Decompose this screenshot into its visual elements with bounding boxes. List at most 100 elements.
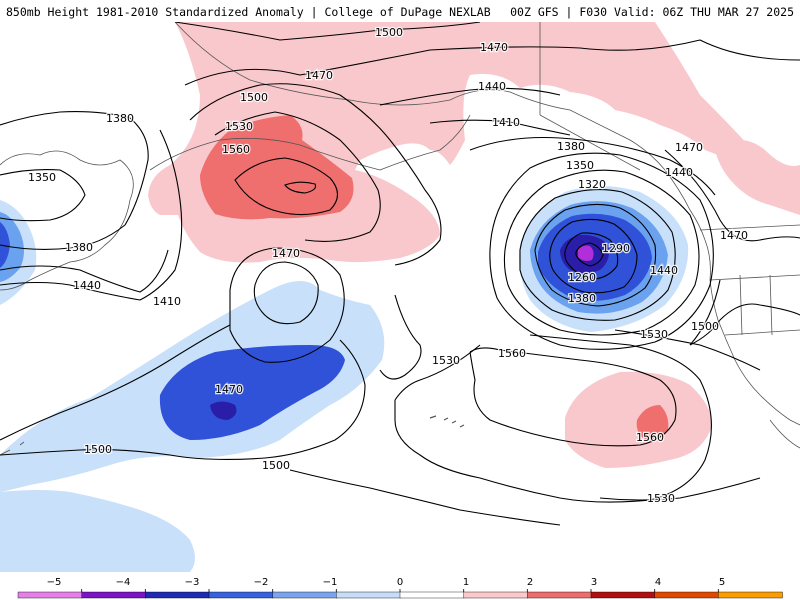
negative-anomaly-west-edge-core: [0, 222, 10, 268]
contour-1530-pacific: [379, 294, 422, 380]
coastline-bc-west: [689, 209, 800, 426]
contour-label: 1380: [106, 112, 134, 125]
contour-label: 1380: [568, 292, 596, 305]
colorbar-segment: [399, 591, 465, 599]
contour-label: 1380: [557, 140, 585, 153]
contour-1530-east-coast: [614, 329, 761, 371]
colorbar-segment: [145, 591, 210, 599]
contour-label: 1470: [720, 229, 748, 242]
colorbar-segment: [527, 591, 592, 599]
border-states-3: [739, 274, 743, 336]
contour-1230-low: [575, 242, 604, 267]
contour-1350-low: [519, 189, 676, 321]
colorbar-ticks: [81, 589, 719, 592]
coastline-mexico: [769, 419, 800, 449]
contour-1350-west: [0, 169, 86, 222]
colorbar-label: 3: [591, 577, 597, 588]
negative-anomaly-central-mid: [159, 345, 345, 440]
contour-label: 1560: [222, 143, 250, 156]
colorbar-label: −5: [47, 577, 62, 588]
contour-1410-north: [429, 119, 571, 136]
border-states-4: [769, 274, 773, 336]
contour-1380-west: [0, 111, 149, 250]
contour-1560-east: [469, 347, 677, 447]
border-states-2: [724, 329, 800, 336]
contour-1500-alaska: [189, 83, 442, 266]
colorbar-label: −2: [254, 577, 269, 588]
model-run-info: 00Z GFS | F030 Valid: 06Z THU MAR 27 202…: [510, 5, 794, 19]
contour-1530-south: [599, 477, 761, 501]
contour-1500-pacific: [0, 324, 366, 460]
colorbar-segment: [17, 591, 83, 599]
contour-label: 1470: [675, 141, 703, 154]
contour-label: 1440: [73, 279, 101, 292]
contour-1440-west: [0, 129, 183, 301]
height-contours: [0, 21, 800, 526]
contour-1470-pacific-outer: [229, 247, 345, 363]
map-header: 850mb Height 1981-2010 Standardized Anom…: [0, 0, 800, 22]
border-us-canada: [699, 224, 800, 231]
negative-anomaly-southwest: [0, 490, 195, 572]
contour-1260-low: [564, 232, 619, 280]
contour-1440-low-outer: [469, 136, 721, 346]
contour-1530-east: [394, 334, 712, 503]
contour-1380-low: [503, 169, 700, 336]
contour-label: 1410: [153, 295, 181, 308]
border-states-1: [709, 274, 800, 281]
positive-anomaly-alaska-strong: [200, 115, 354, 220]
colorbar-label: 1: [463, 577, 469, 588]
contour-label: 1470: [215, 383, 243, 396]
contour-1500-north: [174, 21, 481, 41]
contour-1500-south: [289, 469, 561, 526]
contour-label: 1470: [272, 247, 300, 260]
contour-1560-alaska-inner: [284, 181, 317, 194]
contour-1500-east: [689, 303, 800, 346]
contour-1410-low-outer: [489, 152, 714, 350]
contour-label: 1530: [640, 328, 668, 341]
colorbar-label: 0: [397, 577, 403, 588]
contour-1320-low: [534, 203, 657, 307]
colorbar-segment: [718, 591, 783, 599]
colorbar-labels: −5 −4 −3 −2 −1 0 1 2 3 4 5: [47, 577, 726, 588]
contour-1470-east: [664, 149, 800, 242]
contour-label: 1320: [578, 178, 606, 191]
contour-label: 1470: [305, 69, 333, 82]
contour-label: 1440: [665, 166, 693, 179]
contour-label: 1560: [636, 431, 664, 444]
contour-label: 1290: [602, 242, 630, 255]
colorbar-segments: [17, 591, 783, 599]
coastline-kamchatka: [0, 150, 134, 291]
contour-1290-low: [549, 218, 638, 294]
contour-label: 1560: [498, 347, 526, 360]
contour-label: 1500: [262, 459, 290, 472]
colorbar-segment: [272, 591, 338, 599]
colorbar-label: −4: [116, 577, 131, 588]
contour-label: 1380: [65, 241, 93, 254]
negative-anomaly-central-core: [210, 401, 237, 420]
positive-anomaly-south-strong: [636, 405, 669, 440]
colorbar-label: 5: [719, 577, 725, 588]
contour-1410-west: [0, 249, 169, 293]
contour-label: 1530: [225, 120, 253, 133]
anomaly-fills: [0, 22, 800, 572]
coastline-aleutians: [149, 114, 471, 171]
colorbar-segment: [463, 591, 529, 599]
contour-labels: 1500 1470 1470 1440 1410 1380 1350 1320 …: [27, 25, 750, 507]
colorbar-segment: [654, 591, 720, 599]
colorbar-segment: [590, 591, 656, 599]
contour-1560-alaska: [234, 157, 339, 216]
contour-label: 1470: [480, 41, 508, 54]
colorbar-label: 4: [655, 577, 661, 588]
contour-label: 1500: [240, 91, 268, 104]
contour-1530-alaska: [214, 111, 381, 242]
negative-anomaly-low-core: [578, 245, 594, 261]
colorbar-label: 2: [527, 577, 533, 588]
border-yukon-bc: [539, 114, 641, 171]
coastline-hawaii: [429, 415, 465, 428]
contour-label: 1440: [478, 80, 506, 93]
contour-1470-pacific-loop: [253, 261, 319, 325]
positive-anomaly-northeast: [715, 140, 800, 215]
coastline-japan-east: [0, 441, 25, 456]
contour-1440-north: [379, 87, 561, 106]
colorbar-label: −1: [323, 577, 338, 588]
